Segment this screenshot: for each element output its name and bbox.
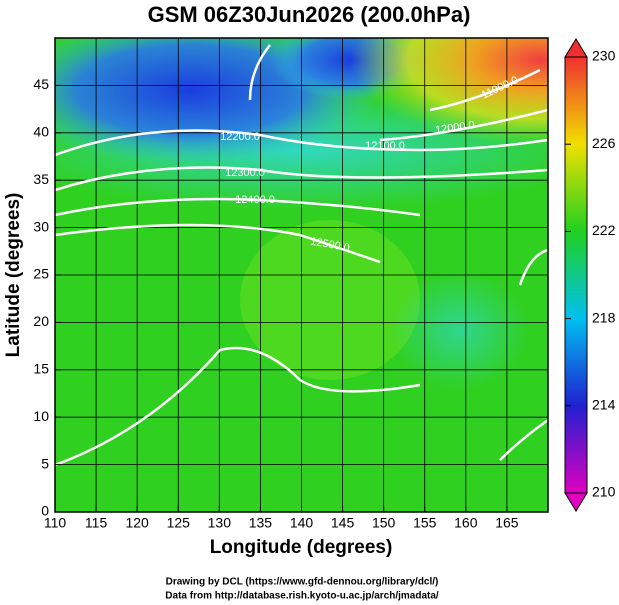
y-axis-label: Latitude (degrees) bbox=[3, 193, 24, 358]
x-tick-label: 140 bbox=[290, 515, 314, 531]
y-tick-label: 40 bbox=[33, 124, 49, 140]
x-tick-label: 125 bbox=[167, 515, 191, 531]
y-tick-label: 5 bbox=[41, 455, 49, 471]
contour-line bbox=[518, 248, 548, 286]
colorbar-tick-label: 214 bbox=[592, 397, 616, 413]
x-axis-label: Longitude (degrees) bbox=[210, 537, 393, 558]
x-tick-label: 115 bbox=[85, 515, 108, 531]
colorbar-arrow-bottom bbox=[564, 492, 588, 512]
y-tick-label: 30 bbox=[33, 218, 49, 234]
y-tick-label: 0 bbox=[41, 503, 49, 519]
x-tick-label: 150 bbox=[372, 515, 396, 531]
credit: Data from http://database.rish.kyoto-u.a… bbox=[165, 591, 439, 602]
colorbar-arrow-top bbox=[564, 38, 588, 58]
x-tick-label: 135 bbox=[249, 515, 273, 531]
x-tick-label: 130 bbox=[208, 515, 232, 531]
contour-line bbox=[379, 108, 548, 142]
y-tick-label: 20 bbox=[33, 313, 49, 329]
y-tick-label: 15 bbox=[33, 361, 49, 377]
credit: Drawing by DCL (https://www.gfd-dennou.o… bbox=[166, 577, 439, 588]
contour-line bbox=[55, 166, 548, 192]
contour-label: 12200.0 bbox=[220, 131, 260, 143]
chart-title: GSM 06Z30Jun2026 (200.0hPa) bbox=[148, 2, 471, 27]
contour-label: 12300.0 bbox=[225, 167, 265, 179]
contour-line bbox=[429, 68, 541, 112]
contour-line bbox=[55, 223, 381, 264]
x-tick-label: 155 bbox=[413, 515, 437, 531]
x-tick-label: 165 bbox=[495, 515, 519, 531]
x-tick-label: 145 bbox=[331, 515, 355, 531]
x-tick-label: 160 bbox=[454, 515, 478, 531]
colorbar bbox=[564, 56, 588, 494]
contour-line bbox=[55, 197, 421, 217]
colorbar-tick-label: 210 bbox=[592, 484, 616, 500]
contour-label: 12000.0 bbox=[434, 119, 475, 136]
contour-line bbox=[55, 346, 421, 467]
y-tick-label: 10 bbox=[33, 408, 49, 424]
x-tick-label: 120 bbox=[125, 515, 149, 531]
y-tick-label: 35 bbox=[33, 171, 49, 187]
contour-line bbox=[55, 129, 548, 157]
contour-label: 12100.0 bbox=[365, 140, 405, 152]
colorbar-tick-label: 222 bbox=[592, 222, 616, 238]
y-tick-label: 25 bbox=[33, 266, 49, 282]
contour-label: 12400.0 bbox=[235, 194, 275, 206]
x-tick-label: 110 bbox=[44, 515, 67, 531]
colorbar-tick-label: 230 bbox=[592, 48, 616, 64]
contours bbox=[55, 44, 548, 467]
y-tick-label: 45 bbox=[33, 76, 49, 92]
contour-line bbox=[248, 44, 271, 101]
contour-line bbox=[499, 418, 548, 461]
colorbar-tick-label: 218 bbox=[592, 309, 616, 325]
colorbar-tick-label: 226 bbox=[592, 135, 616, 151]
